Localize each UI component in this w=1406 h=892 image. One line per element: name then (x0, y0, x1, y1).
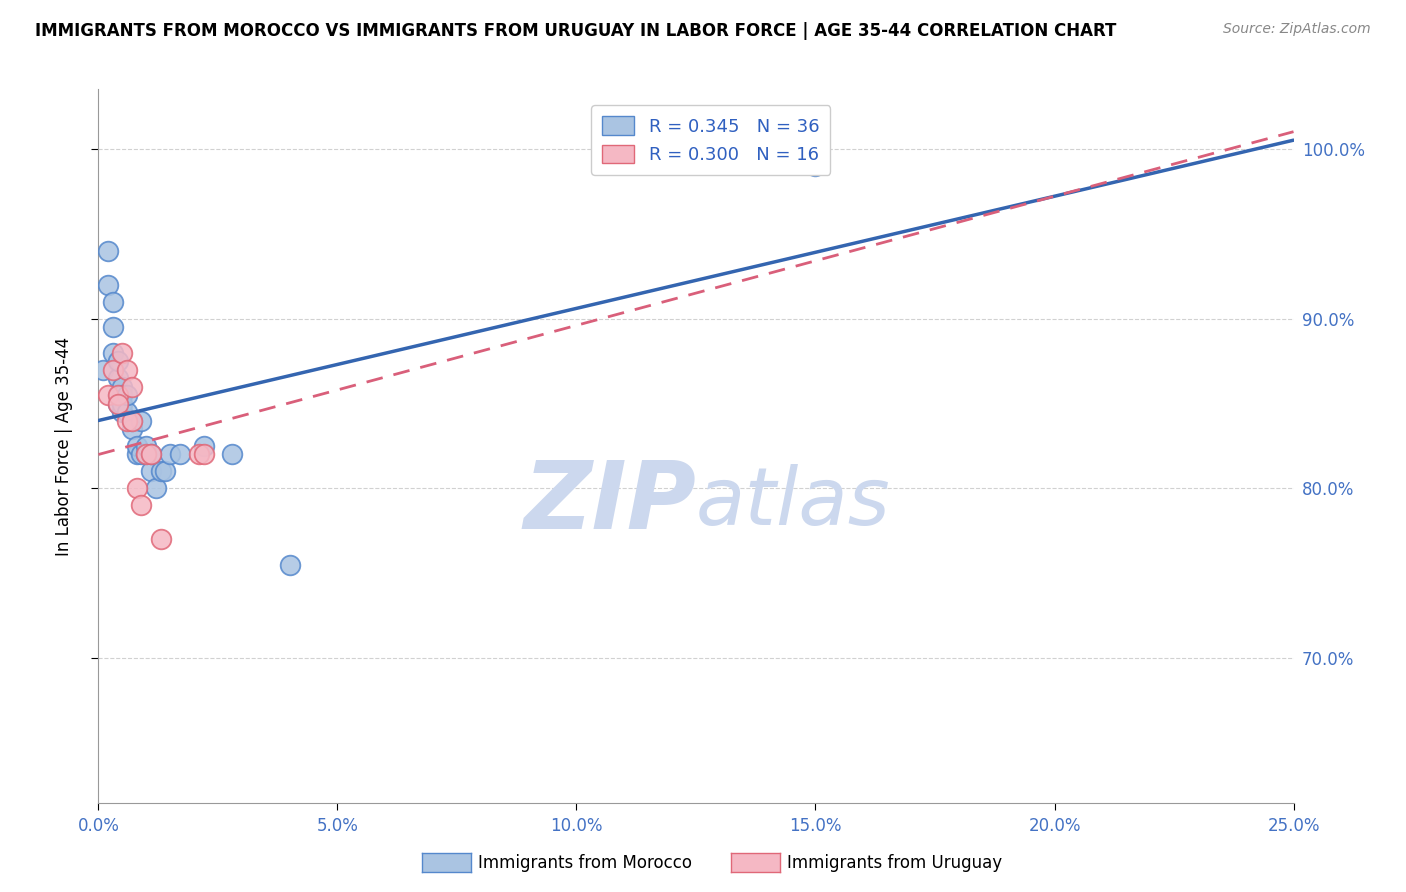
Point (121, 413, 143, 427)
Text: Source: ZipAtlas.com: Source: ZipAtlas.com (1223, 22, 1371, 37)
Point (107, 388, 129, 402)
Point (97, 244, 120, 258)
Point (101, 320, 124, 334)
Point (121, 413, 143, 427)
Point (135, 448, 157, 462)
Point (111, 396, 134, 410)
Point (107, 396, 129, 410)
Text: ZIP: ZIP (523, 457, 696, 549)
Point (111, 345, 134, 359)
Point (125, 439, 148, 453)
Text: IMMIGRANTS FROM MOROCCO VS IMMIGRANTS FROM URUGUAY IN LABOR FORCE | AGE 35-44 CO: IMMIGRANTS FROM MOROCCO VS IMMIGRANTS FR… (35, 22, 1116, 40)
Point (111, 388, 134, 402)
Point (101, 294, 124, 309)
Point (193, 448, 215, 462)
Point (97, 388, 120, 402)
Point (135, 439, 157, 453)
Point (125, 482, 148, 496)
Point (145, 482, 167, 496)
Point (159, 448, 181, 462)
Point (131, 499, 153, 513)
Point (278, 558, 301, 572)
Point (139, 465, 162, 479)
Point (169, 448, 191, 462)
Point (121, 379, 143, 393)
Point (101, 362, 124, 376)
Legend: R = 0.345   N = 36, R = 0.300   N = 16: R = 0.345 N = 36, R = 0.300 N = 16 (591, 105, 831, 175)
Point (131, 448, 153, 462)
Point (187, 448, 209, 462)
Point (221, 448, 243, 462)
Point (107, 388, 129, 402)
Point (139, 448, 162, 462)
Point (135, 448, 157, 462)
Y-axis label: In Labor Force | Age 35-44: In Labor Force | Age 35-44 (55, 336, 73, 556)
Point (125, 448, 148, 462)
Point (804, 159, 827, 173)
Point (115, 388, 138, 402)
Point (97, 277, 120, 292)
Point (115, 405, 138, 419)
Text: Immigrants from Morocco: Immigrants from Morocco (478, 854, 692, 871)
Point (115, 413, 138, 427)
Point (193, 439, 215, 453)
Point (121, 413, 143, 427)
Point (115, 362, 138, 376)
Point (111, 379, 134, 393)
Point (107, 371, 129, 385)
Text: atlas: atlas (696, 464, 891, 542)
Point (149, 533, 172, 547)
Point (121, 422, 143, 436)
Point (111, 405, 134, 419)
Point (107, 354, 129, 368)
Text: Immigrants from Uruguay: Immigrants from Uruguay (787, 854, 1002, 871)
Point (107, 396, 129, 410)
Point (155, 465, 177, 479)
Point (131, 413, 153, 427)
Point (101, 345, 124, 359)
Point (139, 448, 162, 462)
Point (149, 465, 172, 479)
Point (91, 362, 114, 376)
